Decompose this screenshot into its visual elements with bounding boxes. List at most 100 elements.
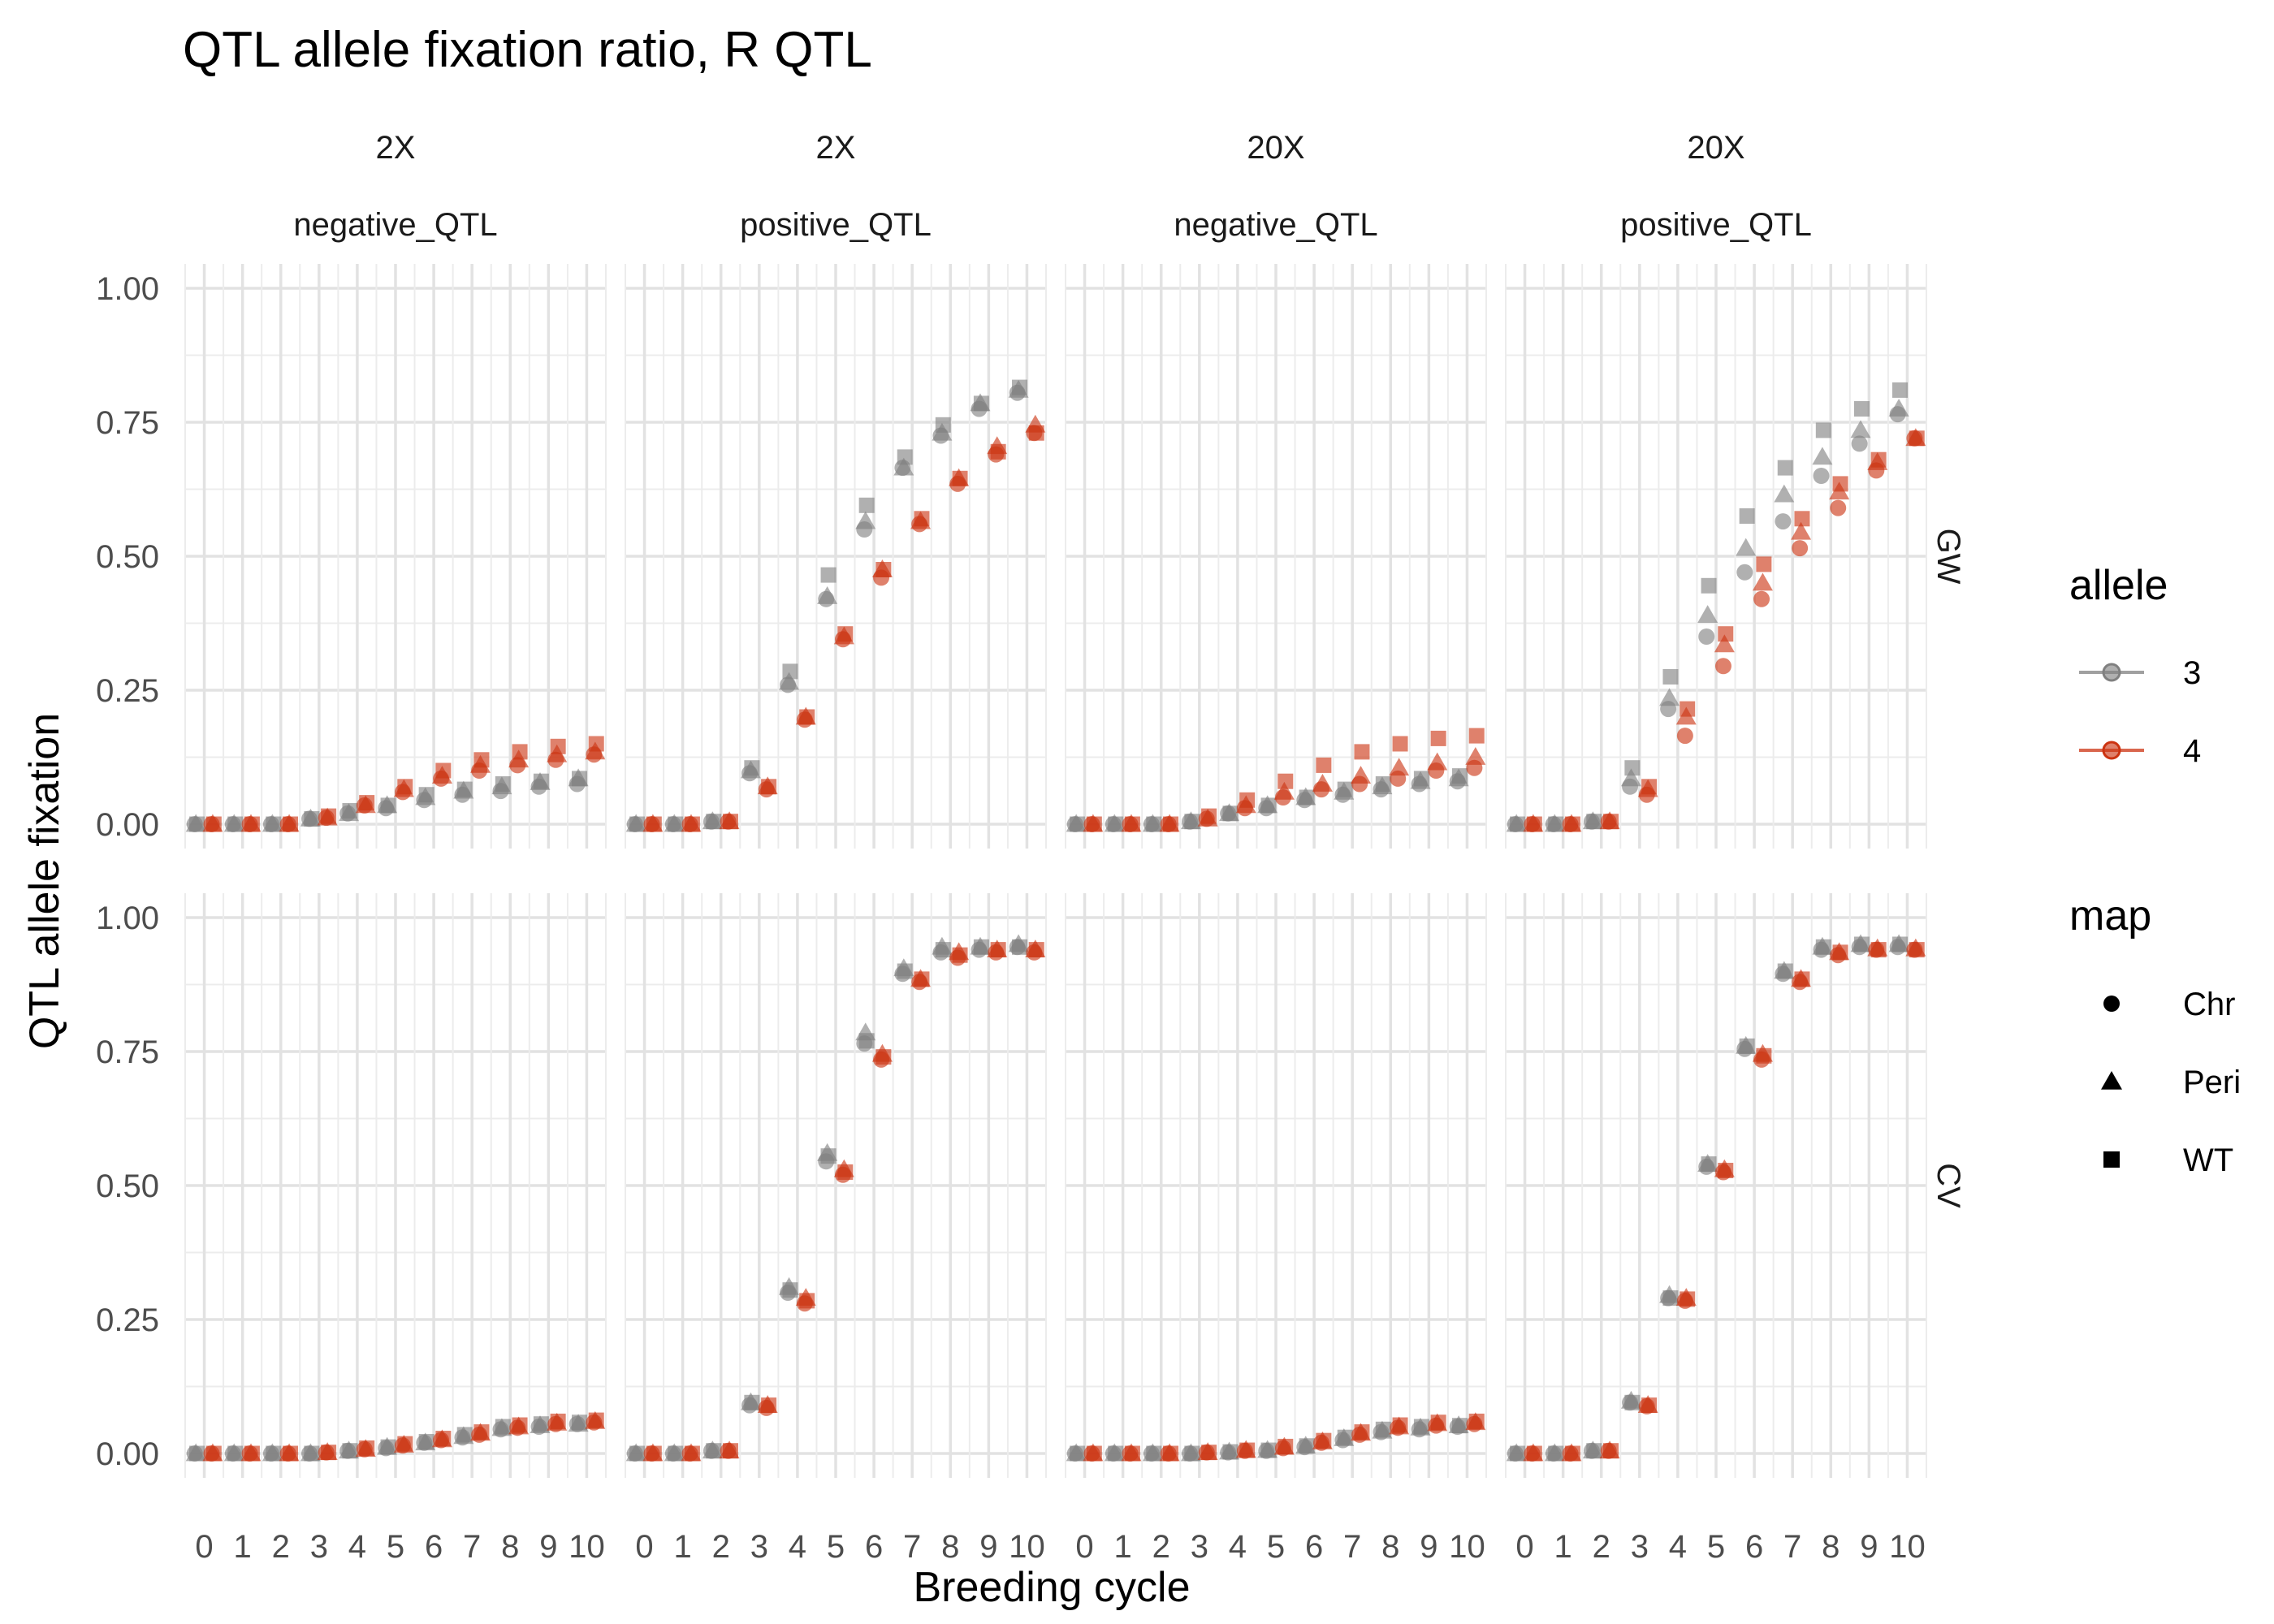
data-point-allele-3-wt: [1510, 816, 1526, 832]
data-point-allele-4-wt: [321, 1445, 337, 1461]
x-tick-label: 4: [1669, 1529, 1687, 1565]
data-point-allele-4-wt: [990, 443, 1006, 460]
data-point-allele-3-wt: [1662, 1290, 1679, 1307]
data-point-allele-4-wt: [205, 1445, 222, 1462]
data-point-allele-4-wt: [435, 1431, 452, 1447]
data-point-allele-4-wt: [588, 1412, 604, 1428]
data-point-allele-3-wt: [897, 449, 913, 465]
data-point-allele-4-wt: [512, 1417, 528, 1433]
data-point-allele-3-wt: [858, 497, 875, 513]
x-tick-label: 10: [1009, 1529, 1045, 1565]
data-point-allele-4-wt: [1163, 1445, 1178, 1462]
x-tick-label: 8: [1381, 1529, 1399, 1565]
data-point-allele-4-wt: [321, 808, 337, 824]
data-point-allele-3-peri: [893, 457, 914, 476]
data-point-allele-4-wt: [359, 795, 375, 811]
legend-map-key-square: [2103, 1151, 2120, 1168]
facet-strip-top-label: 20X: [1687, 130, 1744, 166]
data-point-allele-4-wt: [1239, 792, 1256, 808]
data-point-allele-4-wt: [283, 816, 298, 832]
x-axis-title: Breeding cycle: [913, 1564, 1190, 1611]
panel-GW-1: [625, 264, 1047, 849]
legend-map-label: Peri: [2183, 1065, 2241, 1100]
data-point-allele-4-wt: [1124, 1445, 1140, 1462]
facet-strip-bottom-label: negative_QTL: [1174, 207, 1377, 243]
data-point-allele-4-wt: [588, 736, 604, 752]
legend-map-key-circle: [2103, 996, 2120, 1012]
data-point-allele-4-wt: [1909, 942, 1925, 958]
y-tick-label: 0.00: [96, 807, 159, 843]
data-point-allele-3-wt: [1375, 776, 1391, 792]
data-point-allele-4-wt: [550, 1413, 566, 1429]
data-point-allele-3-chr: [1851, 435, 1868, 452]
data-point-allele-4-wt: [1564, 1445, 1580, 1462]
data-point-allele-4-wt: [359, 1440, 375, 1456]
facet-panels: 2X negative_QTL 2X positive_QTL 20X negative_…: [96, 130, 1966, 1565]
data-point-allele-4-wt: [1392, 736, 1408, 752]
data-point-allele-4-peri: [1714, 634, 1735, 653]
data-point-allele-3-wt: [1892, 382, 1909, 398]
x-tick-label: 3: [1191, 1529, 1208, 1565]
legend-allele-key-point: [2102, 741, 2121, 760]
panel-points-GW-0: [185, 736, 606, 832]
data-point-allele-4-peri: [1465, 747, 1486, 765]
data-point-allele-4-wt: [244, 816, 260, 832]
panel-points-CV-0: [185, 1410, 606, 1462]
data-point-allele-4-wt: [1794, 971, 1810, 987]
data-point-allele-3-wt: [782, 663, 798, 680]
data-point-allele-4-peri: [1389, 758, 1410, 776]
data-point-allele-3-wt: [266, 816, 282, 832]
data-point-allele-4-wt: [1354, 744, 1370, 760]
y-tick-label: 0.75: [96, 405, 159, 441]
data-point-allele-3-wt: [1413, 1419, 1429, 1435]
data-point-allele-3-wt: [1260, 1442, 1277, 1458]
data-point-allele-3-wt: [820, 1148, 837, 1164]
data-point-allele-3-wt: [380, 797, 396, 814]
data-point-allele-3-wt: [342, 803, 358, 818]
data-point-allele-4-wt: [1680, 701, 1696, 717]
y-tick-label: 1.00: [96, 271, 159, 307]
data-point-allele-4-wt: [723, 814, 738, 830]
data-point-allele-3-wt: [1337, 781, 1353, 797]
data-point-allele-3-chr: [1698, 628, 1715, 645]
data-point-allele-3-wt: [1586, 814, 1602, 830]
x-tick-label: 8: [941, 1529, 959, 1565]
data-point-allele-4-wt: [952, 470, 968, 486]
data-point-allele-4-wt: [1316, 1432, 1332, 1449]
data-point-allele-4-wt: [1239, 1442, 1256, 1458]
data-point-allele-3-wt: [1070, 1445, 1086, 1462]
data-point-allele-3-wt: [1701, 1156, 1717, 1173]
data-point-allele-3-wt: [189, 816, 205, 832]
data-point-allele-4-wt: [1201, 1445, 1217, 1461]
data-point-allele-4-wt: [550, 738, 566, 754]
data-point-allele-3-wt: [418, 787, 434, 803]
x-tick-label: 2: [1593, 1529, 1610, 1565]
y-tick-label: 1.00: [96, 901, 159, 936]
data-point-allele-3-wt: [1146, 816, 1162, 832]
data-point-allele-3-wt: [744, 760, 760, 776]
data-point-allele-3-wt: [380, 1439, 396, 1455]
legend: allele map 3 4 Chr Peri WT: [2069, 562, 2241, 1178]
data-point-allele-3-wt: [533, 773, 549, 789]
data-point-allele-4-wt: [1086, 816, 1102, 832]
data-point-allele-3-peri: [779, 672, 800, 690]
data-point-allele-4-peri: [1427, 752, 1448, 771]
facet-strip-row-label: GW: [1930, 529, 1966, 585]
chart-title: QTL allele fixation ratio, R QTL: [183, 22, 872, 78]
data-point-allele-4-wt: [952, 947, 968, 963]
y-tick-label: 0.25: [96, 673, 159, 709]
data-point-allele-3-wt: [533, 1416, 549, 1432]
data-point-allele-4-wt: [1641, 779, 1658, 795]
legend-allele-key-point: [2102, 663, 2121, 682]
data-point-allele-4-wt: [990, 942, 1006, 958]
y-tick-label: 0.50: [96, 1168, 159, 1204]
data-point-allele-4-wt: [837, 1164, 854, 1180]
data-point-allele-3-wt: [629, 1445, 646, 1462]
data-point-allele-4-wt: [684, 1445, 700, 1462]
x-tick-label: 9: [1420, 1529, 1437, 1565]
data-point-allele-3-wt: [1452, 768, 1468, 784]
x-tick-label: 4: [1229, 1529, 1247, 1565]
data-point-allele-3-wt: [668, 1445, 684, 1462]
data-point-allele-3-wt: [304, 810, 320, 827]
data-point-allele-3-wt: [342, 1443, 358, 1459]
